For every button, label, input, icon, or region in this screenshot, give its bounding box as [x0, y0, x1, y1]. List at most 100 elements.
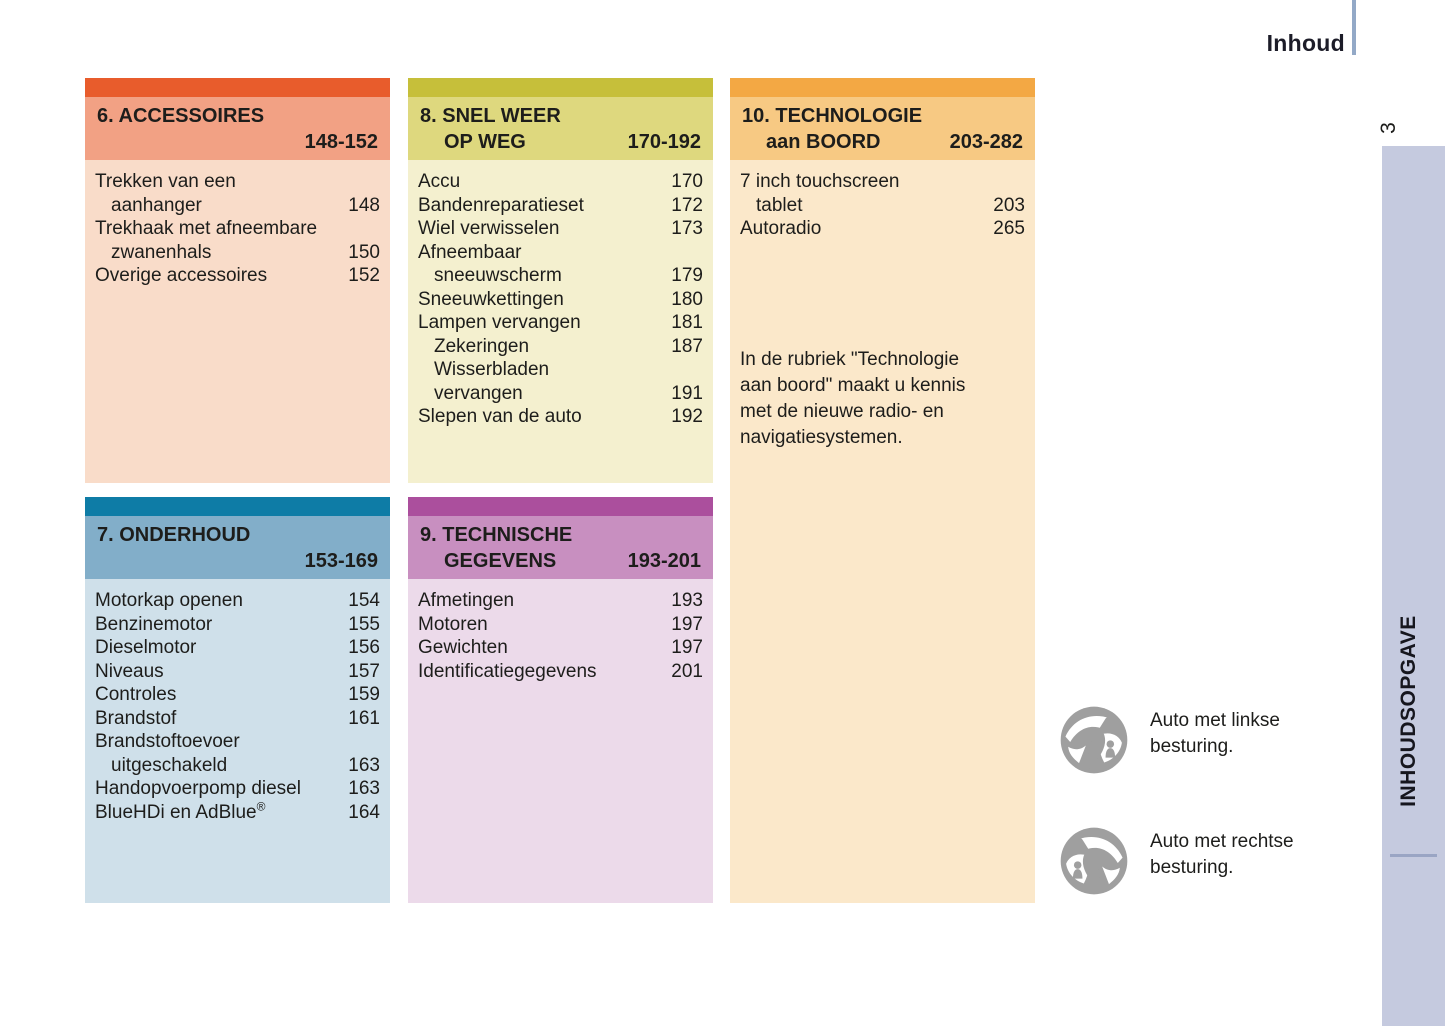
- toc-entry: Sneeuwkettingen 180: [418, 288, 703, 312]
- section-color-strip: [85, 78, 390, 97]
- toc-entry-label: Bandenreparatieset: [418, 194, 584, 216]
- section-entries-technische-gegevens: Afmetingen 193 Motoren 197 Gewichten 197 Ident…: [408, 579, 713, 903]
- section-header-snel-weer-op-weg: 8. SNEL WEER OP WEG 170-192: [408, 97, 713, 160]
- toc-entry: Handopvoerpomp diesel 163: [95, 777, 380, 801]
- section-note: In de rubriek "Technologie aan boord" maa…: [740, 347, 1025, 451]
- section-note-line: aan boord" maakt u kennis: [740, 374, 966, 396]
- toc-entry: 7 inch touchscreen: [740, 170, 1025, 194]
- toc-entry-page: 203: [993, 194, 1025, 216]
- toc-entry: Lampen vervangen 181: [418, 311, 703, 335]
- toc-entry-label: Trekken van een: [95, 171, 236, 192]
- section-title-continued: OP WEG: [444, 131, 526, 153]
- toc-entry-label: Wiel verwisselen: [418, 218, 560, 239]
- toc-entry-label: Brandstoftoevoer: [95, 731, 240, 752]
- section-header-accessoires: 6. ACCESSOIRES 148-152: [85, 97, 390, 160]
- legend-left-hand-drive: Auto met linkse besturing.: [1060, 706, 1280, 774]
- toc-entry-label: Controles: [95, 684, 177, 705]
- section-entries-accessoires: Trekken van een aanhanger 148 Trekhaak met …: [85, 160, 390, 483]
- toc-entry: Slepen van de auto 192: [418, 405, 703, 429]
- section-page-range: 203-282: [949, 131, 1023, 153]
- toc-entry-label: Niveaus: [95, 660, 164, 682]
- chapter-tab-label: INHOUDSOPGAVE: [1397, 615, 1420, 807]
- toc-entry-page: 157: [348, 660, 380, 682]
- toc-entry-label: sneeuwscherm: [434, 265, 562, 286]
- toc-entry: Brandstof 161: [95, 707, 380, 731]
- toc-entry: vervangen 191: [418, 382, 703, 406]
- toc-entry-label: Afneembaar: [418, 241, 522, 263]
- toc-entry: BlueHDi en AdBlue® 164: [95, 800, 380, 825]
- toc-entry-page: 172: [671, 194, 703, 216]
- toc-entry: Accu 170: [418, 170, 703, 194]
- toc-entry-label: uitgeschakeld: [111, 754, 228, 776]
- legend-label-line: Auto met rechtse: [1150, 831, 1294, 852]
- toc-entry: Wisserbladen: [418, 358, 703, 382]
- section-color-strip: [85, 497, 390, 516]
- toc-entry-label: aanhanger: [111, 194, 202, 216]
- toc-entry-page: 265: [993, 218, 1025, 239]
- section-entries-snel-weer-op-weg: Accu 170 Bandenreparatieset 172 Wiel verwiss…: [408, 160, 713, 483]
- section-entries-onderhoud: Motorkap openen 154 Benzinemotor 155 Dieselm…: [85, 579, 390, 903]
- toc-entry-label: Brandstof: [95, 707, 177, 729]
- toc-entry: sneeuwscherm 179: [418, 264, 703, 288]
- toc-entry: Afmetingen 193: [418, 589, 703, 613]
- toc-entry: Zekeringen 187: [418, 335, 703, 359]
- section-color-strip: [408, 497, 713, 516]
- section-title: 6. ACCESSOIRES: [97, 105, 265, 127]
- toc-entry-page: 193: [671, 590, 703, 611]
- section-box-technische-gegevens: 9. TECHNISCHE GEGEVENS 193-201 Afmetingen 19…: [408, 497, 713, 903]
- toc-entry: Identificatiegegevens 201: [418, 660, 703, 684]
- toc-entry-page: 197: [671, 613, 703, 635]
- toc-entry-label: Trekhaak met afneembare: [95, 218, 318, 239]
- toc-entry-page: 148: [348, 194, 380, 216]
- toc-entry: Dieselmotor 156: [95, 636, 380, 660]
- chapter-tab: [1382, 146, 1445, 1026]
- section-title-continued: aan BOORD: [766, 131, 881, 153]
- toc-entry: Bandenreparatieset 172: [418, 194, 703, 218]
- legend-right-hand-drive-label: Auto met rechtse besturing.: [1150, 829, 1294, 881]
- toc-entry-label: Sneeuwkettingen: [418, 288, 564, 310]
- toc-entry-page: 163: [348, 754, 380, 776]
- toc-entry-label: 7 inch touchscreen: [740, 171, 900, 192]
- toc-entry-label: tablet: [756, 194, 803, 216]
- toc-entry-page: 181: [671, 312, 703, 333]
- page-title: Inhoud: [1266, 30, 1345, 56]
- section-box-accessoires: 6. ACCESSOIRES 148-152 Trekken van een aanh…: [85, 78, 390, 483]
- toc-entry-page: 155: [348, 613, 380, 635]
- toc-entry-page: 163: [348, 778, 380, 799]
- toc-entry: Overige accessoires 152: [95, 264, 380, 288]
- toc-entry-label: Accu: [418, 171, 461, 192]
- section-page-range: 153-169: [304, 550, 378, 572]
- toc-entry-label: Slepen van de auto: [418, 406, 582, 427]
- toc-entry-label: Motorkap openen: [95, 590, 243, 611]
- toc-entry-label: Identificatiegegevens: [418, 660, 597, 682]
- toc-entry: Niveaus 157: [95, 660, 380, 684]
- section-title: 10. TECHNOLOGIE: [742, 105, 923, 127]
- toc-entry-page: 179: [671, 265, 703, 286]
- section-page-range: 170-192: [627, 131, 701, 153]
- toc-entry-page: 161: [348, 707, 380, 729]
- legend-label-line: besturing.: [1150, 736, 1234, 757]
- toc-entry: uitgeschakeld 163: [95, 754, 380, 778]
- toc-entry-label: Benzinemotor: [95, 613, 213, 635]
- toc-entry-page: 191: [671, 382, 703, 404]
- section-color-strip: [730, 78, 1035, 97]
- toc-entry-label: Gewichten: [418, 637, 508, 658]
- toc-entry: Autoradio 265: [740, 217, 1025, 241]
- section-title: 9. TECHNISCHE: [420, 524, 573, 546]
- toc-entry: Afneembaar: [418, 241, 703, 265]
- section-note-line: In de rubriek "Technologie: [740, 348, 960, 370]
- toc-entry-label: Zekeringen: [434, 335, 530, 357]
- toc-entry: Motorkap openen 154: [95, 589, 380, 613]
- toc-entry-label: zwanenhals: [111, 241, 212, 263]
- section-header-technologie-aan-boord: 10. TECHNOLOGIE aan BOORD 203-282: [730, 97, 1035, 160]
- toc-entry: Benzinemotor 155: [95, 613, 380, 637]
- section-color-strip: [408, 78, 713, 97]
- toc-entry-label: Afmetingen: [418, 590, 515, 611]
- section-title: 7. ONDERHOUD: [97, 524, 251, 546]
- section-header-technische-gegevens: 9. TECHNISCHE GEGEVENS 193-201: [408, 516, 713, 579]
- section-box-onderhoud: 7. ONDERHOUD 153-169 Motorkap openen 154 Ben…: [85, 497, 390, 903]
- section-title-continued: GEGEVENS: [444, 550, 557, 572]
- toc-entry-page: 150: [348, 241, 380, 263]
- toc-entry-page: 180: [671, 288, 703, 310]
